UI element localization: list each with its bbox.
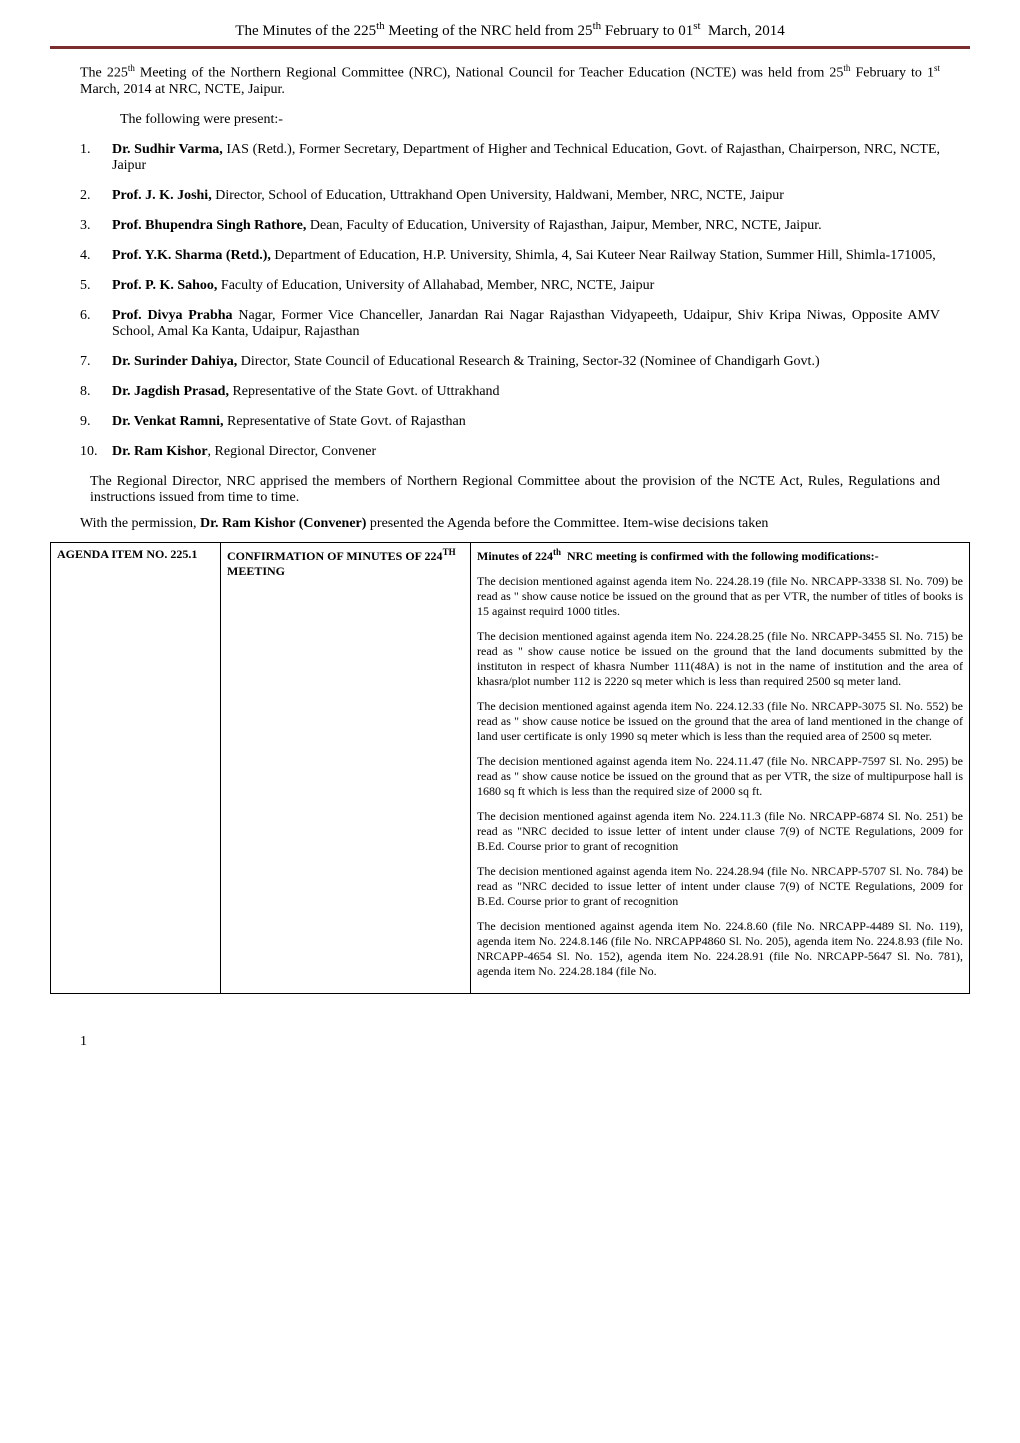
agenda-item-no-cell: AGENDA ITEM NO. 225.1 — [51, 542, 221, 993]
attendee-text: Prof. Y.K. Sharma (Retd.), Department of… — [112, 248, 940, 264]
attendee-text: Dr. Jagdish Prasad, Representative of th… — [112, 384, 940, 400]
attendee-text: Prof. Bhupendra Singh Rathore, Dean, Fac… — [112, 218, 940, 234]
attendee-name: Dr. Ram Kishor — [112, 444, 208, 459]
page-number: 1 — [80, 1034, 970, 1050]
closing2-post: presented the Agenda before the Committe… — [370, 516, 768, 531]
minutes-paragraph: The decision mentioned against agenda it… — [477, 864, 963, 909]
closing2-pre: With the permission, — [80, 516, 200, 531]
attendee-text: Dr. Sudhir Varma, IAS (Retd.), Former Se… — [112, 142, 940, 174]
attendee-number: 1. — [80, 142, 112, 174]
minutes-paragraph: The decision mentioned against agenda it… — [477, 754, 963, 799]
attendee-number: 4. — [80, 248, 112, 264]
closing-paragraph-1: The Regional Director, NRC apprised the … — [90, 474, 940, 506]
attendee-item: 8.Dr. Jagdish Prasad, Representative of … — [80, 384, 940, 400]
attendee-number: 3. — [80, 218, 112, 234]
attendee-name: Prof. P. K. Sahoo, — [112, 278, 217, 293]
attendee-text: Prof. P. K. Sahoo, Faculty of Education,… — [112, 278, 940, 294]
attendee-number: 10. — [80, 444, 112, 460]
attendee-text: Dr. Venkat Ramni, Representative of Stat… — [112, 414, 940, 430]
minutes-paragraph: The decision mentioned against agenda it… — [477, 629, 963, 689]
attendee-name: Prof. Divya Prabha — [112, 308, 233, 323]
closing-paragraph-2: With the permission, Dr. Ram Kishor (Con… — [80, 516, 940, 532]
agenda-confirmation-cell: CONFIRMATION OF MINUTES OF 224TH MEETING — [221, 542, 471, 993]
document-header: The Minutes of the 225th Meeting of the … — [50, 20, 970, 49]
attendee-item: 10.Dr. Ram Kishor, Regional Director, Co… — [80, 444, 940, 460]
attendee-item: 6.Prof. Divya Prabha Nagar, Former Vice … — [80, 308, 940, 340]
agenda-minutes-cell: Minutes of 224th NRC meeting is confirme… — [471, 542, 970, 993]
minutes-paragraph: The decision mentioned against agenda it… — [477, 809, 963, 854]
minutes-paragraph: The decision mentioned against agenda it… — [477, 574, 963, 619]
attendee-number: 6. — [80, 308, 112, 340]
attendee-number: 7. — [80, 354, 112, 370]
attendee-number: 2. — [80, 188, 112, 204]
attendee-name: Dr. Surinder Dahiya, — [112, 354, 237, 369]
attendee-number: 9. — [80, 414, 112, 430]
attendee-name: Prof. Bhupendra Singh Rathore, — [112, 218, 306, 233]
attendee-name: Dr. Venkat Ramni, — [112, 414, 224, 429]
attendee-item: 9.Dr. Venkat Ramni, Representative of St… — [80, 414, 940, 430]
attendee-number: 8. — [80, 384, 112, 400]
attendee-text: Prof. J. K. Joshi, Director, School of E… — [112, 188, 940, 204]
attendee-text: Dr. Ram Kishor, Regional Director, Conve… — [112, 444, 940, 460]
minutes-paragraph: The decision mentioned against agenda it… — [477, 699, 963, 744]
attendee-text: Dr. Surinder Dahiya, Director, State Cou… — [112, 354, 940, 370]
attendee-item: 3.Prof. Bhupendra Singh Rathore, Dean, F… — [80, 218, 940, 234]
attendee-name: Dr. Sudhir Varma, — [112, 142, 223, 157]
minutes-paragraph: The decision mentioned against agenda it… — [477, 919, 963, 979]
attendee-number: 5. — [80, 278, 112, 294]
attendee-item: 1.Dr. Sudhir Varma, IAS (Retd.), Former … — [80, 142, 940, 174]
attendee-name: Prof. Y.K. Sharma (Retd.), — [112, 248, 271, 263]
attendee-item: 4.Prof. Y.K. Sharma (Retd.), Department … — [80, 248, 940, 264]
present-line: The following were present:- — [120, 112, 940, 128]
agenda-table: AGENDA ITEM NO. 225.1 CONFIRMATION OF MI… — [50, 542, 970, 994]
attendee-list: 1.Dr. Sudhir Varma, IAS (Retd.), Former … — [50, 142, 970, 460]
attendee-item: 7.Dr. Surinder Dahiya, Director, State C… — [80, 354, 940, 370]
attendee-item: 5.Prof. P. K. Sahoo, Faculty of Educatio… — [80, 278, 940, 294]
minutes-heading: Minutes of 224th NRC meeting is confirme… — [477, 547, 963, 564]
table-row: AGENDA ITEM NO. 225.1 CONFIRMATION OF MI… — [51, 542, 970, 993]
intro-paragraph: The 225th Meeting of the Northern Region… — [50, 63, 970, 98]
attendee-name: Dr. Jagdish Prasad, — [112, 384, 229, 399]
closing2-bold: Dr. Ram Kishor (Convener) — [200, 516, 370, 531]
attendee-item: 2.Prof. J. K. Joshi, Director, School of… — [80, 188, 940, 204]
attendee-name: Prof. J. K. Joshi, — [112, 188, 212, 203]
attendee-text: Prof. Divya Prabha Nagar, Former Vice Ch… — [112, 308, 940, 340]
